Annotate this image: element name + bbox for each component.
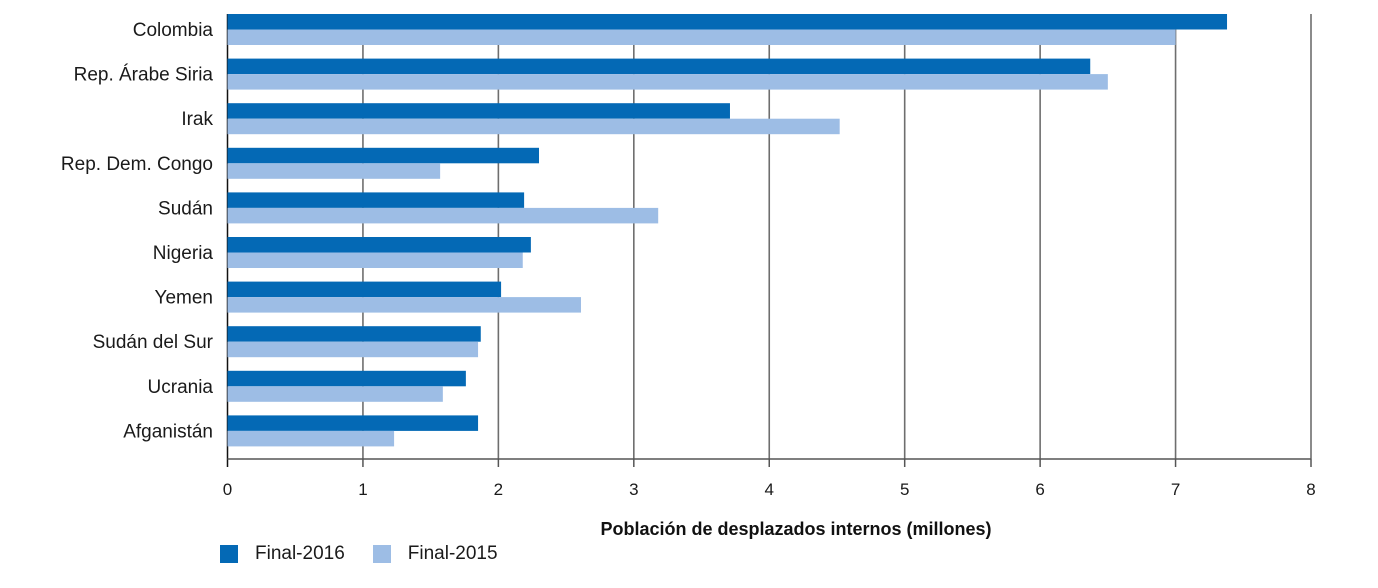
bar-2016 — [227, 58, 1091, 75]
x-axis-title: Población de desplazados internos (millo… — [600, 519, 991, 539]
bar-2016 — [227, 147, 540, 164]
bar-2015 — [227, 341, 479, 358]
bar-2016 — [227, 14, 1228, 30]
legend-label-2015: Final-2015 — [407, 543, 498, 564]
bar-2015 — [227, 118, 840, 135]
bar-2015 — [227, 386, 443, 402]
x-tick-label: 8 — [1306, 480, 1315, 499]
x-axis: 0 1 2 3 4 5 6 7 8 — [223, 458, 1316, 499]
bar-2015 — [227, 207, 659, 224]
bar-2016 — [227, 326, 481, 342]
bar-2016 — [227, 237, 531, 253]
bar-2016 — [227, 103, 730, 119]
x-tick-label: 7 — [1171, 480, 1180, 499]
bar-2015 — [227, 252, 523, 268]
legend-label-2016: Final-2016 — [255, 543, 345, 564]
bar-2016 — [227, 370, 466, 387]
bar-2015 — [227, 430, 395, 447]
bar-2015 — [227, 74, 1108, 90]
y-tick-label: Sudán del Sur — [93, 332, 214, 353]
x-tick-label: 2 — [494, 480, 503, 499]
legend-swatch-2015 — [372, 545, 391, 563]
bar-2015 — [227, 163, 441, 179]
legend-item-2016: Final-2016 — [220, 543, 345, 565]
x-tick-label: 3 — [629, 480, 638, 499]
y-tick-label: Afganistán — [123, 421, 213, 442]
legend-swatch-2016 — [220, 545, 238, 563]
bar-2016 — [227, 281, 502, 298]
x-tick-label: 0 — [223, 480, 232, 499]
y-tick-label: Colombia — [133, 20, 214, 41]
x-tick-label: 6 — [1035, 480, 1044, 499]
bars — [227, 14, 1228, 447]
legend-item-2015: Final-2015 — [372, 543, 498, 565]
x-tick-label: 4 — [765, 480, 774, 499]
bar-2015 — [227, 297, 581, 313]
bar-2016 — [227, 192, 525, 208]
y-tick-label: Nigeria — [153, 243, 214, 264]
y-tick-label: Irak — [181, 109, 213, 130]
x-tick-label: 5 — [900, 480, 909, 499]
legend: Final-2016 Final-2015 — [220, 543, 526, 565]
x-tick-label: 1 — [358, 480, 367, 499]
y-axis-labels: Colombia Rep. Árabe Siria Irak Rep. Dem. Co… — [61, 20, 214, 442]
y-tick-label: Yemen — [155, 288, 213, 309]
bar-2016 — [227, 415, 479, 431]
y-tick-label: Rep. Dem. Congo — [61, 154, 213, 175]
y-tick-label: Rep. Árabe Siria — [74, 65, 214, 86]
y-tick-label: Ucrania — [148, 377, 214, 398]
bar-2015 — [227, 29, 1176, 45]
y-tick-label: Sudán — [158, 198, 213, 219]
